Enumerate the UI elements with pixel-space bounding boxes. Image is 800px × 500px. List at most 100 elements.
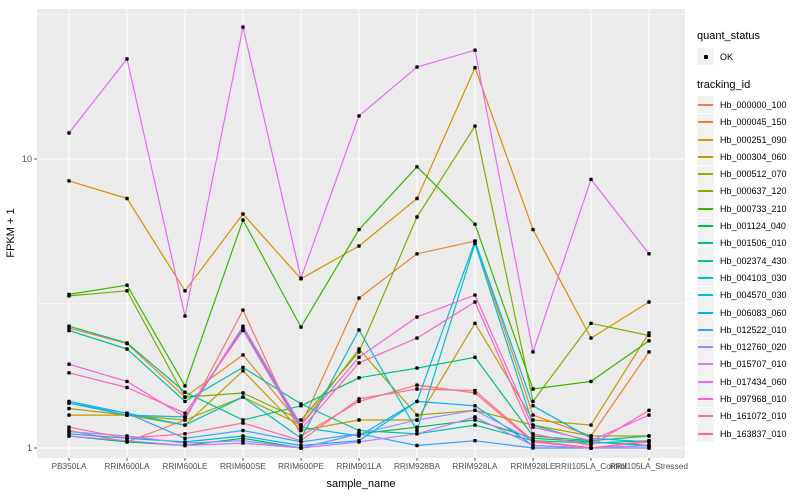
data-point	[241, 369, 245, 373]
data-point	[67, 429, 71, 434]
data-point	[473, 239, 477, 243]
data-point	[299, 276, 303, 280]
data-point	[357, 296, 361, 300]
data-point	[531, 387, 535, 391]
legend-item-label: Hb_004570_030	[720, 290, 787, 301]
x-tick-label: RRIM600LE	[162, 461, 208, 471]
data-point	[241, 328, 245, 333]
data-point	[473, 66, 477, 70]
x-tick-label: PB350LA	[51, 461, 87, 471]
legend-item-label: Hb_000045_150	[720, 117, 787, 128]
data-point	[183, 289, 187, 293]
data-point	[415, 252, 419, 256]
legend-key-box	[697, 165, 714, 183]
x-axis-title: sample_name	[326, 478, 395, 490]
data-point	[67, 131, 71, 135]
data-point	[183, 415, 187, 419]
point-marker-icon	[703, 54, 708, 59]
legend-item-label: Hb_012522_010	[720, 324, 787, 335]
data-point	[473, 408, 477, 412]
data-point	[357, 244, 361, 248]
legend-item-label: Hb_002374_430	[720, 255, 787, 266]
data-point	[183, 390, 187, 394]
data-point	[183, 436, 187, 440]
data-points-Hb_161072_010	[67, 300, 651, 448]
data-points-Hb_015707_010	[67, 415, 651, 450]
data-point	[241, 353, 245, 357]
legend-key-line-icon	[698, 190, 713, 193]
data-point	[473, 222, 477, 226]
legend-key-box	[697, 390, 714, 408]
data-point	[357, 432, 361, 436]
data-points-Hb_000733_210	[67, 165, 651, 391]
x-tick-label: RRIM600LA	[104, 461, 150, 471]
legend-key-line-icon	[698, 225, 713, 228]
legend-key-box	[697, 304, 714, 321]
data-point	[473, 404, 477, 408]
data-point	[531, 432, 535, 436]
data-points-Hb_001506_010	[67, 324, 651, 443]
legend-item-label: Hb_015707_010	[720, 359, 787, 370]
data-point	[241, 218, 245, 222]
legend: quant_status OK tracking_id Hb_000000_10…	[697, 30, 800, 443]
data-point	[473, 415, 477, 419]
legend-key-box	[697, 182, 714, 200]
legend-item-label: Hb_006083_060	[720, 307, 787, 318]
data-point	[647, 446, 651, 450]
data-point	[299, 423, 303, 427]
data-point	[299, 402, 303, 406]
legend-key-box	[697, 407, 714, 425]
data-point	[473, 418, 477, 422]
legend-item-quant-ok: OK	[697, 48, 800, 66]
legend-item-label: Hb_004103_030	[720, 272, 787, 283]
data-point	[67, 362, 71, 366]
data-point	[531, 418, 535, 422]
data-point	[415, 443, 419, 448]
data-point	[357, 355, 361, 359]
data-point	[183, 443, 187, 448]
legend-key-box	[697, 200, 714, 218]
legend-item-Hb_000733_210: Hb_000733_210	[697, 200, 800, 218]
legend-item-label: Hb_012760_020	[720, 342, 787, 353]
data-point	[67, 328, 71, 333]
legend-title-tracking-id: tracking_id	[697, 79, 751, 92]
legend-item-label: Hb_161072_010	[720, 411, 787, 422]
legend-tracking-id-items: Hb_000000_100 Hb_000045_150 Hb_000251_090 H…	[697, 96, 800, 443]
legend-item-Hb_163837_010: Hb_163837_010	[697, 425, 800, 443]
legend-item-label: OK	[720, 51, 734, 62]
data-point	[67, 425, 71, 429]
data-point	[531, 404, 535, 408]
data-point	[183, 411, 187, 415]
legend-item-Hb_004570_030: Hb_004570_030	[697, 286, 800, 304]
data-point	[415, 399, 419, 404]
data-point	[415, 65, 419, 69]
data-point	[415, 196, 419, 201]
x-tick-label: RRIM928LE	[510, 461, 556, 471]
data-points-Hb_163837_010	[67, 387, 651, 450]
data-point	[531, 413, 535, 417]
data-point	[241, 391, 245, 395]
data-point	[67, 413, 71, 417]
data-point	[473, 388, 477, 393]
data-point	[415, 215, 419, 219]
data-point	[67, 434, 71, 438]
data-point	[241, 421, 245, 425]
data-point	[183, 314, 187, 318]
data-point	[67, 292, 71, 297]
data-point	[473, 423, 477, 427]
legend-item-label: Hb_163837_010	[720, 428, 787, 439]
data-point	[473, 439, 477, 443]
data-point	[647, 350, 651, 354]
legend-key-box	[697, 252, 714, 270]
data-point	[357, 418, 361, 422]
legend-item-label: Hb_000251_090	[720, 134, 787, 145]
data-point	[647, 408, 651, 412]
data-point	[67, 401, 71, 405]
data-point	[125, 385, 129, 390]
data-point	[241, 441, 245, 445]
legend-key-box	[697, 96, 714, 114]
legend-item-Hb_012760_020: Hb_012760_020	[697, 338, 800, 356]
x-tick-label: RRII105LA_Stressed	[610, 461, 688, 471]
legend-key-box	[697, 286, 714, 304]
